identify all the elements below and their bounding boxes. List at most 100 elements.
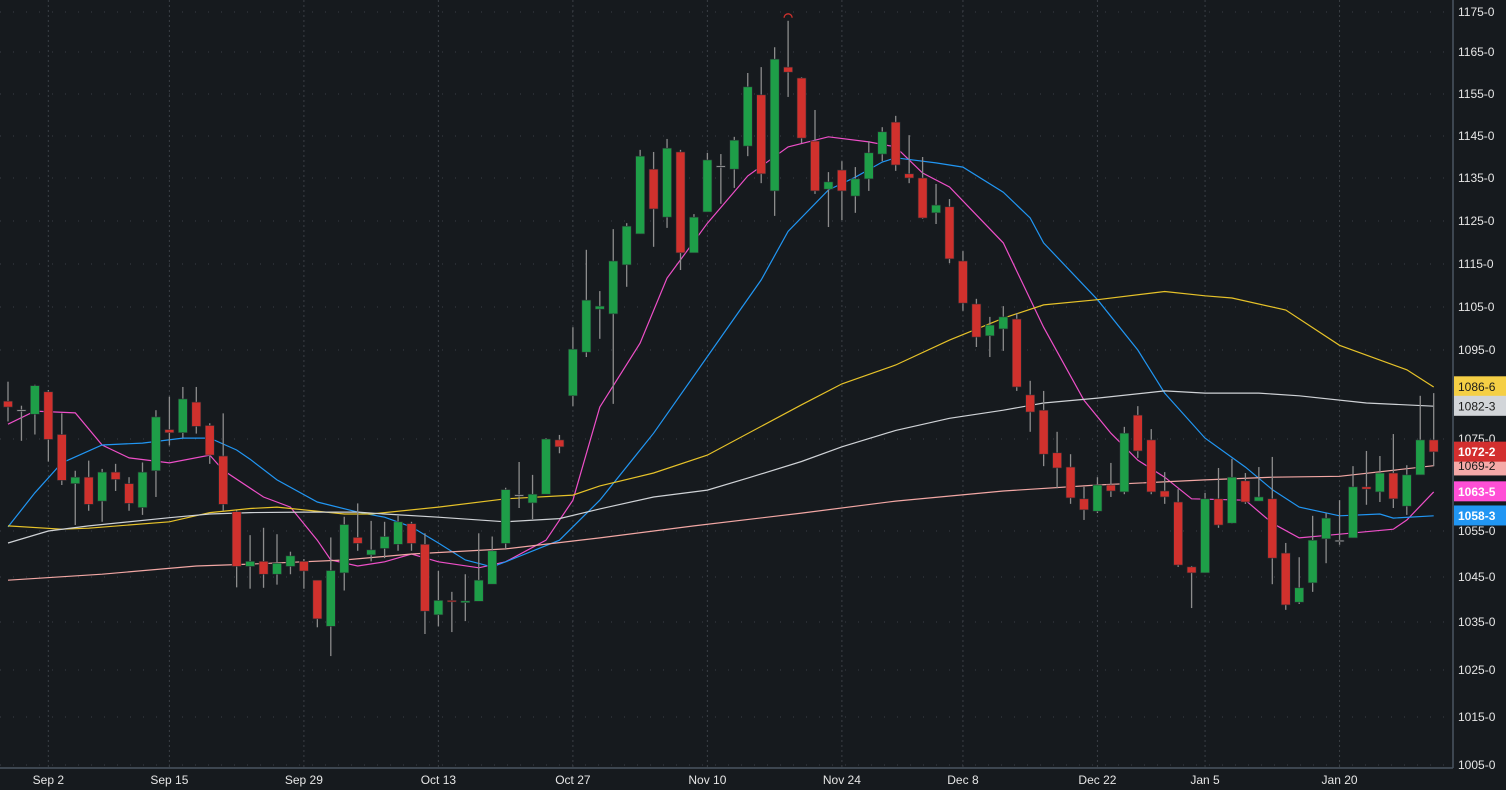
y-tick-label: 1095-0	[1458, 343, 1496, 357]
candle-up	[823, 181, 834, 190]
y-tick-label: 1015-0	[1458, 710, 1496, 724]
candle-up	[487, 550, 498, 585]
candle-up	[702, 159, 713, 213]
candle-up	[527, 493, 538, 504]
candle-up	[285, 555, 296, 567]
candle-down	[406, 523, 417, 544]
y-tick-label: 1005-0	[1458, 758, 1496, 772]
candle-up	[621, 225, 632, 266]
candle-up	[151, 416, 161, 472]
candle-down	[1052, 452, 1062, 469]
moving-average-line	[7, 290, 1435, 530]
candle-down	[1065, 466, 1076, 499]
candle-down	[1159, 490, 1170, 498]
candle-down	[124, 483, 134, 504]
y-tick-label: 1025-0	[1458, 663, 1496, 677]
candle-up	[1227, 476, 1237, 524]
x-tick-label: Sep 29	[285, 773, 323, 787]
candle-up	[272, 562, 282, 575]
candle-down	[312, 579, 323, 620]
candle-up	[1402, 474, 1412, 507]
candle-down	[796, 77, 807, 139]
x-tick-label: Nov 10	[688, 773, 726, 787]
candle-down	[756, 94, 767, 175]
y-tick-label: 1035-0	[1458, 615, 1496, 629]
y-tick-label: 1055-0	[1458, 524, 1496, 538]
candle-down	[83, 476, 94, 505]
candle-up	[339, 524, 350, 574]
candle-up	[379, 536, 390, 549]
candle-up	[1321, 517, 1331, 540]
x-tick-label: Oct 13	[421, 773, 457, 787]
candle-up	[931, 204, 941, 214]
candle-up	[608, 260, 619, 315]
candle-up	[30, 385, 40, 415]
price-label: 1086-6	[1458, 380, 1496, 394]
candle-up	[1200, 498, 1210, 574]
price-label: 1072-2	[1458, 445, 1496, 459]
candle-down	[1428, 439, 1439, 453]
candle-up	[662, 147, 672, 218]
candle-up	[689, 216, 699, 254]
candle-down	[218, 455, 228, 505]
y-tick-label: 1135-0	[1458, 171, 1495, 185]
candle-down	[810, 140, 820, 192]
price-label: 1069-2	[1458, 459, 1496, 473]
moving-average-line	[7, 157, 1434, 568]
y-tick-label: 1045-0	[1458, 570, 1496, 584]
candle-down	[43, 391, 54, 440]
candle-down	[1267, 498, 1278, 559]
candle-down	[904, 173, 914, 179]
candle-down	[1025, 394, 1035, 413]
candle-up	[998, 316, 1009, 330]
candle-down	[231, 511, 242, 567]
candle-up	[594, 305, 605, 310]
x-tick-label: Sep 15	[150, 773, 188, 787]
price-label-box	[1454, 395, 1506, 416]
candle-down	[1361, 486, 1372, 490]
candle-down	[1280, 552, 1291, 606]
candle-up	[568, 348, 578, 397]
high-marker-icon	[783, 13, 793, 18]
candle-down	[191, 401, 202, 427]
candle-down	[944, 206, 955, 260]
candle-up	[1334, 539, 1345, 543]
candle-down	[554, 439, 565, 448]
candle-up	[769, 58, 780, 192]
y-tick-label: 1125-0	[1458, 214, 1495, 228]
candle-up	[366, 549, 376, 556]
price-label: 1063-5	[1458, 485, 1496, 499]
candle-up	[850, 178, 861, 197]
candle-down	[1079, 498, 1089, 511]
candle-down	[204, 425, 215, 456]
candle-down	[299, 561, 309, 572]
y-tick-label: 1175-0	[1458, 5, 1495, 19]
candle-down	[783, 66, 793, 73]
candle-up	[1348, 486, 1358, 539]
candle-up	[1254, 496, 1264, 502]
candle-down	[1146, 439, 1157, 493]
candle-down	[110, 471, 121, 480]
candle-down	[917, 177, 928, 219]
candle-up	[635, 155, 645, 235]
y-tick-label: 1145-0	[1458, 129, 1495, 143]
candle-up	[137, 471, 148, 508]
candle-down	[352, 537, 363, 544]
candle-down	[258, 561, 269, 575]
candle-down	[1240, 480, 1251, 503]
candle-down	[56, 434, 67, 481]
candle-up	[16, 409, 27, 412]
candle-up	[1092, 484, 1103, 512]
candle-up	[393, 521, 403, 545]
candle-up	[1415, 439, 1426, 476]
candle-down	[675, 151, 686, 254]
candle-up	[541, 438, 551, 495]
price-label-box	[1454, 376, 1506, 397]
price-label-box	[1454, 481, 1506, 502]
candle-down	[1173, 501, 1183, 566]
candle-down	[971, 303, 982, 338]
